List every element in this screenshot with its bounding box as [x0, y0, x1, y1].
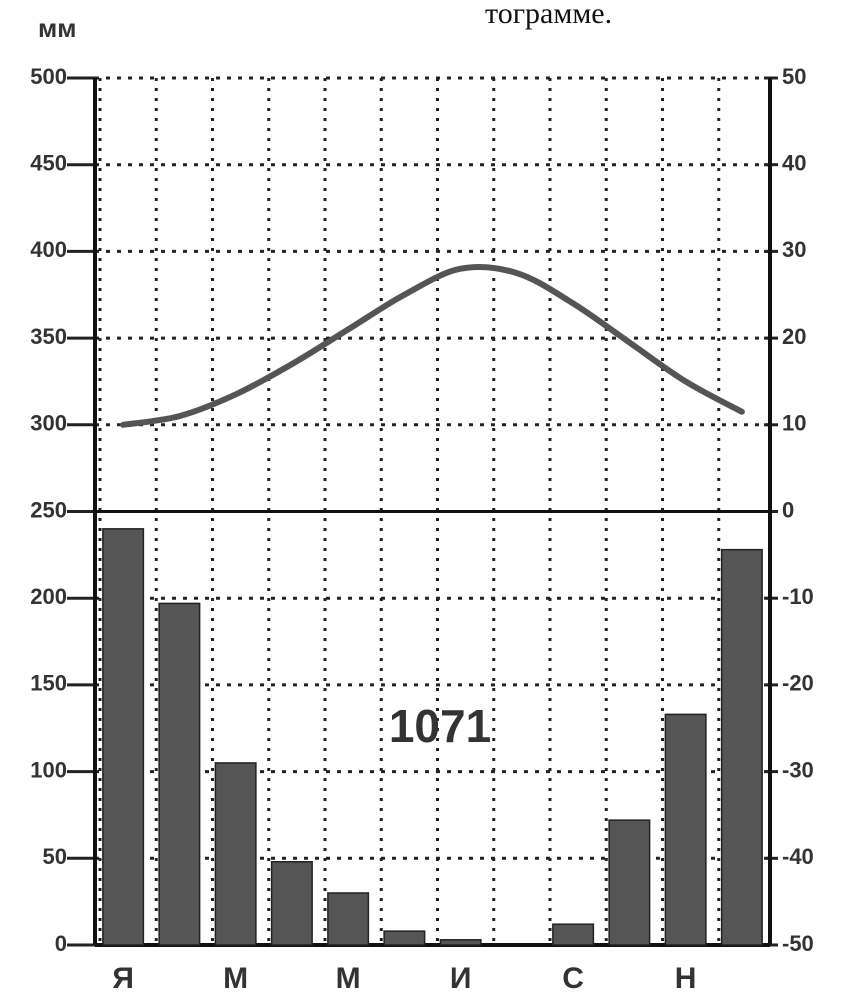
- y2-tick-label: -30: [782, 757, 814, 782]
- x-tick-label: И: [450, 962, 472, 995]
- bar: [608, 819, 651, 946]
- y2-tick-label: -40: [782, 844, 814, 869]
- y-axis-label: мм: [38, 13, 76, 43]
- y-tick-label: 150: [30, 671, 67, 696]
- heading: тограмме.: [485, 0, 612, 30]
- y2-tick-label: 30: [782, 237, 806, 262]
- y2-tick-label: 0: [782, 497, 794, 522]
- bar: [327, 892, 370, 946]
- temperature-line: [120, 264, 745, 428]
- y-tick-label: 200: [30, 584, 67, 609]
- bar: [664, 713, 707, 946]
- y-tick-label: 50: [43, 844, 67, 869]
- y2-tick-label: -50: [782, 931, 814, 956]
- y2-tick-label: -10: [782, 584, 814, 609]
- bar: [214, 762, 257, 946]
- x-tick-label: Я: [112, 962, 134, 995]
- x-tick-label: Н: [675, 962, 697, 995]
- bar: [383, 930, 426, 946]
- y2-tick-label: 40: [782, 151, 806, 176]
- annotation: 1071: [389, 700, 491, 752]
- y-tick-label: 450: [30, 151, 67, 176]
- y2-tick-label: 20: [782, 324, 806, 349]
- bar: [158, 602, 201, 946]
- x-tick-label: С: [562, 962, 584, 995]
- bar: [439, 939, 482, 946]
- bar: [270, 861, 313, 946]
- y2-tick-label: 50: [782, 64, 806, 89]
- y-tick-label: 300: [30, 411, 67, 436]
- x-tick-label: М: [336, 962, 361, 995]
- y-tick-label: 100: [30, 757, 67, 782]
- y2-tick-label: -20: [782, 671, 814, 696]
- bar: [102, 528, 145, 946]
- y2-tick-label: 10: [782, 411, 806, 436]
- y-tick-label: 0: [55, 931, 67, 956]
- y-tick-label: 350: [30, 324, 67, 349]
- x-tick-label: М: [223, 962, 248, 995]
- y-tick-label: 250: [30, 497, 67, 522]
- y-tick-label: 500: [30, 64, 67, 89]
- y-tick-label: 400: [30, 237, 67, 262]
- bar: [552, 923, 595, 946]
- bar: [720, 548, 763, 946]
